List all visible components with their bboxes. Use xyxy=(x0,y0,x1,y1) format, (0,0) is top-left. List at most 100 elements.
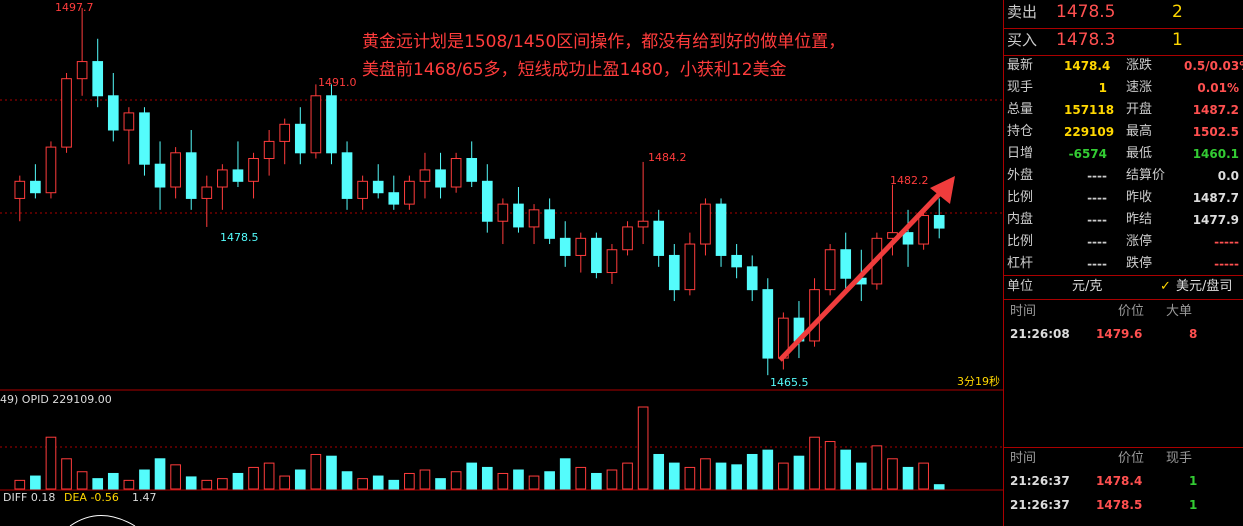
volume-bar xyxy=(575,466,587,490)
label: 总量 xyxy=(1007,102,1034,117)
value: 157118 xyxy=(1064,103,1115,117)
volume-bar xyxy=(139,469,150,490)
sep xyxy=(1004,28,1243,29)
value: 1502.5 xyxy=(1192,125,1239,139)
check: ✓ xyxy=(1160,279,1171,294)
volume-bar xyxy=(388,479,400,490)
candle-body xyxy=(684,243,696,291)
volume-bar xyxy=(731,464,742,490)
macd-line xyxy=(69,515,136,526)
volume-bar xyxy=(154,458,166,490)
label: 外盘 xyxy=(1007,168,1034,183)
label: 现手 xyxy=(1007,80,1034,95)
arrow-head xyxy=(930,176,955,204)
candle-body xyxy=(933,215,945,229)
candle-body xyxy=(544,209,555,239)
quote-panel: 卖出 1478.5 2 买入 1478.3 1 最新 1478.4 涨跌 0.5/0.03% 现手 1… xyxy=(1003,0,1243,526)
candle-body xyxy=(435,169,446,188)
candle-body xyxy=(528,209,540,228)
candle-body xyxy=(762,289,774,359)
volume-bar xyxy=(544,471,555,490)
header: 大单 xyxy=(1166,304,1193,319)
candle-body xyxy=(404,180,415,205)
volume-bar xyxy=(933,484,945,490)
label: 内盘 xyxy=(1007,212,1034,227)
volume-bar xyxy=(466,462,478,490)
volume-bar xyxy=(497,472,509,490)
label: 卖出 xyxy=(1007,3,1038,21)
arrow xyxy=(778,186,947,362)
label: 杠杆 xyxy=(1007,256,1034,271)
volume-bar xyxy=(528,475,540,490)
candle-body xyxy=(217,169,228,188)
candle-body xyxy=(450,158,462,188)
candle-body xyxy=(731,254,742,268)
value: 0.01% xyxy=(1197,81,1239,95)
sep xyxy=(1004,55,1243,56)
candle-body xyxy=(232,169,244,182)
label: 涨停 xyxy=(1126,234,1153,249)
value: ---- xyxy=(1087,235,1107,249)
qty: 1 xyxy=(1189,474,1198,488)
candle-body xyxy=(372,180,384,194)
candle-body xyxy=(341,152,353,199)
candle-body xyxy=(575,237,587,256)
volume-bar xyxy=(263,462,275,490)
candle-body xyxy=(92,61,104,97)
volume-label: 49) OPID 229109.00 xyxy=(0,393,112,406)
price: 1478.5 xyxy=(1096,498,1143,512)
header: 现手 xyxy=(1166,451,1193,466)
volume-bar xyxy=(637,406,649,490)
volume-bar xyxy=(855,462,867,490)
candle-body xyxy=(466,158,478,182)
volume-bar xyxy=(279,475,291,490)
label: 比例 xyxy=(1007,234,1034,249)
candle-body xyxy=(154,163,166,188)
volume-bar xyxy=(30,475,41,490)
value: 元/克 xyxy=(1072,279,1103,294)
volume-bar xyxy=(778,462,789,490)
volume-bar xyxy=(326,455,337,490)
candle-body xyxy=(185,152,197,199)
candle-body xyxy=(294,123,306,154)
price-label: 1497.7 xyxy=(55,1,94,14)
volume-bar xyxy=(871,445,883,490)
value: ---- xyxy=(1087,191,1107,205)
label: 涨跌 xyxy=(1126,58,1153,73)
volume-bar xyxy=(232,472,244,490)
price-label: 1484.2 xyxy=(648,151,687,164)
candle-body xyxy=(279,123,291,142)
candle-body xyxy=(622,226,633,251)
candle-body xyxy=(248,158,259,182)
label: 跌停 xyxy=(1126,256,1153,271)
price-label: 1465.5 xyxy=(770,376,809,389)
volume-bar xyxy=(107,472,119,490)
qty: 1 xyxy=(1172,30,1183,50)
volume-bar xyxy=(824,441,836,490)
value: ----- xyxy=(1214,235,1239,249)
value: ---- xyxy=(1087,257,1107,271)
timer: 3分19秒 xyxy=(957,374,1000,388)
time: 21:26:37 xyxy=(1010,498,1070,512)
volume-bar xyxy=(902,466,914,490)
label: 持仓 xyxy=(1007,124,1034,139)
qty: 8 xyxy=(1189,327,1198,341)
label: 最低 xyxy=(1126,146,1153,161)
candle-body xyxy=(715,203,727,256)
label: 最新 xyxy=(1007,58,1034,73)
volume-bar xyxy=(372,475,384,490)
qty: 2 xyxy=(1172,2,1183,22)
label: 买入 xyxy=(1007,31,1038,49)
candle-body xyxy=(513,203,524,228)
candle-body xyxy=(746,266,758,291)
volume-bar xyxy=(762,449,774,490)
volume-bar xyxy=(170,464,181,490)
price: 1478.4 xyxy=(1096,474,1143,488)
candle-body xyxy=(30,180,41,194)
value: -6574 xyxy=(1068,147,1107,161)
qty: 1 xyxy=(1189,498,1198,512)
macd-diff: DIFF 0.18 xyxy=(3,491,55,504)
candle-body xyxy=(123,112,135,131)
chart: 黄金远计划是1508/1450区间操作，都没有给到好的做单位置，美盘前1468/… xyxy=(0,1,1003,526)
candle-body xyxy=(840,249,852,279)
